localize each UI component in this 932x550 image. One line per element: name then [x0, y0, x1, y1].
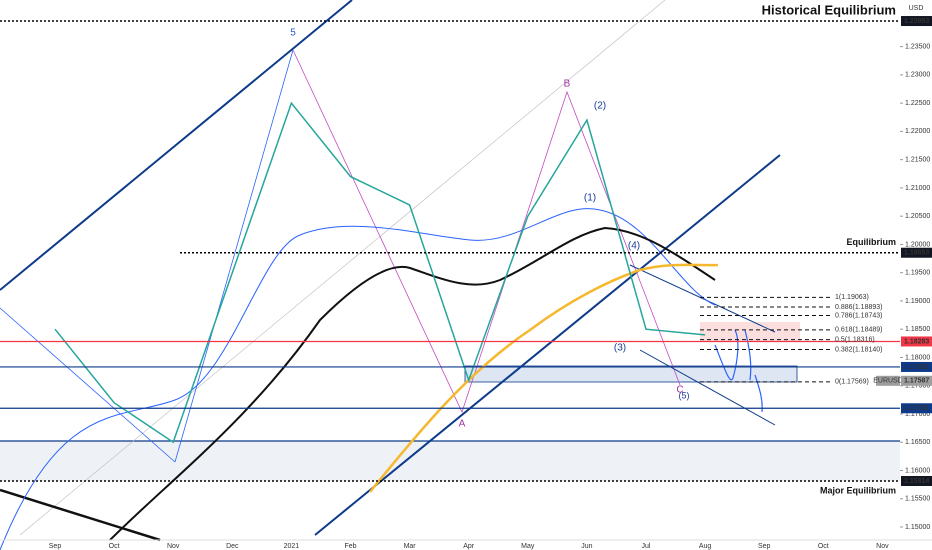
level-name: Equilibrium — [847, 237, 897, 247]
x-tick-label: 2021 — [284, 543, 300, 550]
zone — [464, 365, 798, 383]
price-label-box — [901, 247, 932, 258]
y-tick-label: 1.20500 — [905, 213, 930, 220]
wave-label: (2) — [594, 101, 606, 112]
price-label-box — [901, 361, 932, 372]
channel-line — [19, 0, 666, 536]
moving-average — [369, 263, 719, 493]
x-tick-label: Sep — [49, 543, 62, 550]
x-tick-label: Oct — [109, 543, 120, 550]
y-tick-label: 1.22000 — [905, 128, 930, 135]
price-line — [54, 101, 706, 444]
wave-label: 5 — [290, 28, 296, 39]
wave-label: B — [564, 79, 571, 90]
y-tick-label: 1.19000 — [905, 298, 930, 305]
y-tick-label: 1.22500 — [905, 100, 930, 107]
moving-average — [0, 208, 716, 550]
y-tick-label: 1.15500 — [905, 496, 930, 503]
y-tick-label: 1.20000 — [905, 241, 930, 248]
x-tick-label: Jul — [642, 543, 651, 550]
wave-label: (3) — [614, 343, 626, 354]
currency-label: USD — [909, 5, 924, 12]
fib-label: 0(1.17569) — [835, 379, 869, 386]
wedge-line — [629, 264, 776, 333]
price-label-box — [901, 336, 932, 347]
symbol-label: EURUSD — [873, 378, 903, 385]
x-tick-label: Jun — [581, 543, 592, 550]
price-label-box — [901, 375, 932, 386]
level-name: Historical Equilibrium — [762, 2, 896, 17]
wave-label: (1) — [584, 193, 596, 204]
x-tick-label: Nov — [876, 543, 889, 550]
x-tick-label: Apr — [463, 543, 475, 550]
y-tick-label: 1.17500 — [905, 383, 930, 390]
zone — [0, 441, 900, 481]
y-tick-label: 1.23500 — [905, 43, 930, 50]
wave-line — [174, 49, 294, 463]
symbol-box — [876, 375, 900, 386]
x-tick-label: Mar — [404, 543, 417, 550]
fib-label: 0.786(1.18743) — [835, 312, 882, 319]
fib-label: 0.618(1.18489) — [835, 327, 882, 334]
zone — [700, 322, 800, 342]
y-tick-label: 1.23000 — [905, 72, 930, 79]
trend-line — [0, 488, 161, 542]
wave-label: A — [459, 419, 466, 430]
price-label: 1.15814 — [904, 478, 929, 485]
price-label: 1.18283 — [904, 338, 929, 345]
price-axis — [900, 0, 932, 550]
y-tick-label: 1.16500 — [905, 439, 930, 446]
price-label-box — [901, 16, 932, 27]
fib-label: 1(1.19063) — [835, 294, 869, 301]
x-tick-label: Sep — [758, 543, 771, 550]
fib-label: 0.886(1.18893) — [835, 304, 882, 311]
wedge-line — [639, 349, 776, 426]
price-label: 1.17832 — [904, 364, 929, 371]
y-tick-label: 1.16000 — [905, 467, 930, 474]
price-label-box — [901, 403, 932, 414]
wave-label: (5) — [679, 390, 690, 400]
y-tick-label: 1.21500 — [905, 156, 930, 163]
price-label: 1.19853 — [904, 250, 929, 257]
price-label: 1.17587 — [904, 378, 929, 385]
price-label: 1.17101 — [904, 405, 929, 412]
y-tick-label: 1.18000 — [905, 354, 930, 361]
x-tick-label: Oct — [818, 543, 829, 550]
fib-label: 0.5(1.18316) — [835, 336, 875, 343]
y-tick-label: 1.19500 — [905, 270, 930, 277]
y-tick-label: 1.17000 — [905, 411, 930, 418]
x-tick-label: Nov — [167, 543, 180, 550]
wave-line — [0, 307, 176, 463]
fib-label: 0.382(1.18140) — [835, 346, 882, 353]
y-tick-label: 1.18500 — [905, 326, 930, 333]
channel-line — [314, 154, 781, 536]
channel-line — [0, 0, 353, 291]
x-tick-label: Feb — [344, 543, 356, 550]
wave-label: C — [676, 385, 683, 396]
price-label-box — [901, 475, 932, 486]
y-tick-label: 1.21000 — [905, 185, 930, 192]
x-tick-label: Dec — [226, 543, 239, 550]
price-label: 1.23953 — [904, 18, 929, 25]
y-tick-label: 1.15000 — [905, 524, 930, 531]
level-name: Major Equilibrium — [820, 485, 896, 495]
x-tick-label: Aug — [699, 543, 712, 550]
wave-label: (4) — [628, 241, 640, 252]
moving-average — [109, 226, 716, 541]
x-tick-label: May — [521, 543, 535, 550]
